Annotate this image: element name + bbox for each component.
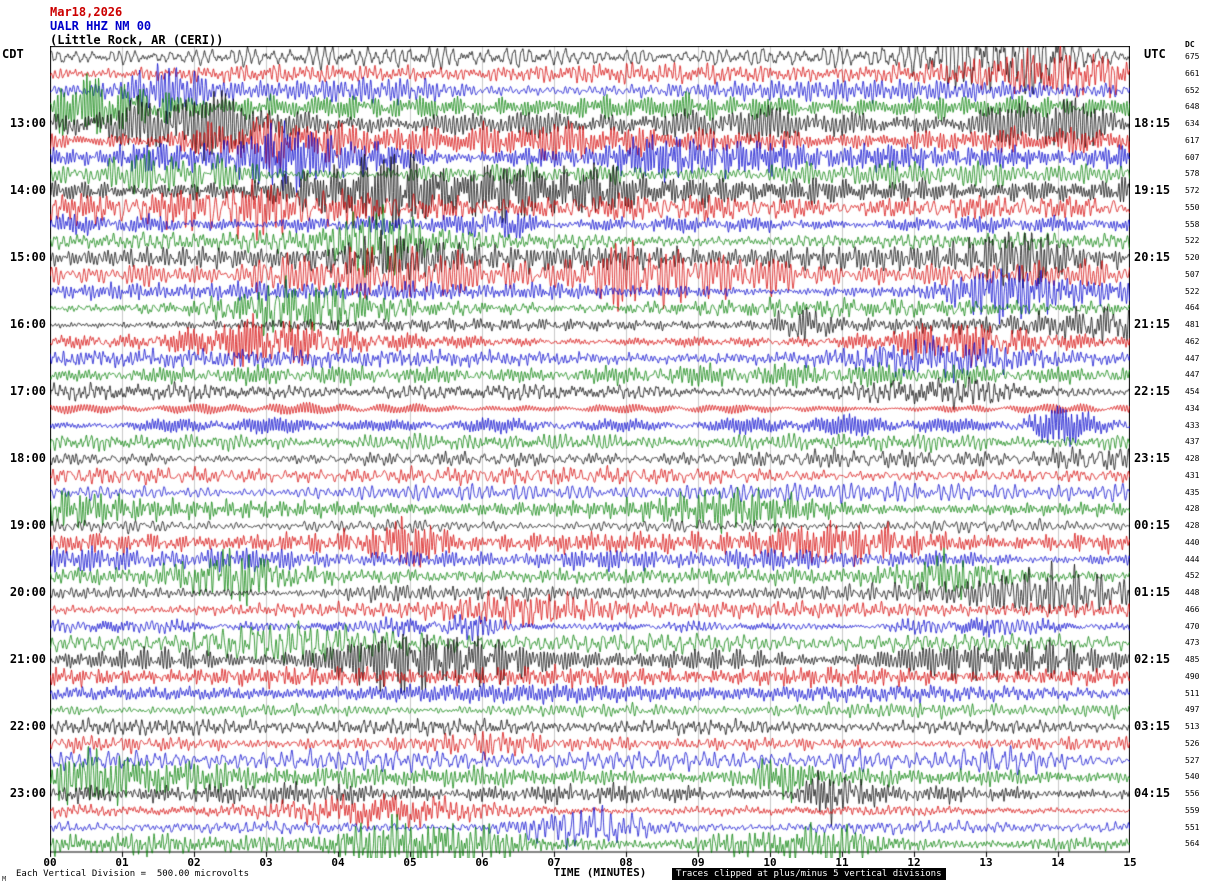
left-time-label: 23:00 <box>9 786 46 800</box>
left-time-label: 19:00 <box>9 518 46 532</box>
dc-value: 434 <box>1185 403 1200 413</box>
dc-value: 452 <box>1185 571 1200 581</box>
dc-column-header: DC <box>1185 40 1195 49</box>
dc-value: 634 <box>1185 119 1200 128</box>
dc-value: 540 <box>1185 772 1200 782</box>
left-time-label: 18:00 <box>9 451 46 465</box>
dc-value: 435 <box>1185 487 1200 497</box>
left-time-label: 16:00 <box>9 317 46 331</box>
dc-value: 607 <box>1185 152 1200 162</box>
dc-value: 485 <box>1185 655 1200 664</box>
dc-value: 433 <box>1185 420 1200 430</box>
dc-value: 444 <box>1185 554 1200 564</box>
dc-value: 578 <box>1185 169 1200 179</box>
x-axis-title: TIME (MINUTES) <box>553 866 647 879</box>
dc-value: 513 <box>1185 722 1200 731</box>
x-axis-tick-label: 07 <box>547 856 561 869</box>
x-axis-tick-label: 12 <box>907 856 921 869</box>
left-timezone-label: CDT <box>2 47 24 61</box>
right-time-label: 23:15 <box>1134 451 1171 465</box>
dc-value: 550 <box>1185 202 1200 212</box>
title-date: Mar18,2026 <box>50 5 123 19</box>
right-time-label: 22:15 <box>1134 384 1171 398</box>
dc-value: 470 <box>1185 621 1200 631</box>
seismogram-traces-canvas <box>50 46 1130 858</box>
x-axis-tick-label: 14 <box>1051 856 1065 869</box>
dc-value: 617 <box>1185 135 1200 145</box>
right-time-label: 00:15 <box>1134 518 1171 532</box>
x-axis-tick-label: 02 <box>187 856 201 869</box>
right-time-label: 01:15 <box>1134 585 1171 599</box>
dc-value: 473 <box>1185 638 1200 648</box>
dc-value: 431 <box>1185 470 1200 480</box>
clip-note: Traces clipped at plus/minus 5 vertical … <box>672 868 946 880</box>
x-axis-tick-label: 00 <box>43 856 57 869</box>
corner-mark: M <box>2 875 7 883</box>
vertical-scale-note: Each Vertical Division = 500.00 microvol… <box>16 869 249 879</box>
title-block: Mar18,2026 UALR HHZ NM 00 (Little Rock, … <box>50 5 223 47</box>
dc-value: 520 <box>1185 253 1200 262</box>
right-timezone-label: UTC <box>1144 47 1166 61</box>
left-time-label: 17:00 <box>9 384 46 398</box>
dc-value: 437 <box>1185 437 1200 447</box>
dc-value: 511 <box>1185 688 1200 698</box>
right-time-label: 19:15 <box>1134 183 1171 197</box>
dc-value: 526 <box>1185 738 1200 748</box>
x-axis-tick-label: 08 <box>619 856 633 869</box>
right-time-label: 20:15 <box>1134 250 1171 264</box>
dc-value: 454 <box>1185 387 1200 396</box>
dc-value: 522 <box>1185 236 1200 246</box>
dc-value: 448 <box>1185 588 1200 597</box>
dc-value: 481 <box>1185 320 1200 329</box>
left-time-label: 15:00 <box>9 250 46 264</box>
dc-value: 564 <box>1185 839 1200 849</box>
x-axis-tick-label: 06 <box>475 856 489 869</box>
left-time-label: 14:00 <box>9 183 46 197</box>
dc-value: 661 <box>1185 68 1200 78</box>
dc-value: 490 <box>1185 671 1200 681</box>
left-time-label: 13:00 <box>9 116 46 130</box>
dc-value: 558 <box>1185 219 1200 229</box>
dc-value: 507 <box>1185 269 1200 279</box>
dc-value: 652 <box>1185 85 1200 95</box>
dc-value: 466 <box>1185 604 1200 614</box>
title-location: (Little Rock, AR (CERI)) <box>50 33 224 47</box>
right-time-label: 04:15 <box>1134 786 1171 800</box>
dc-value: 462 <box>1185 336 1200 346</box>
x-axis-tick-label: 11 <box>835 856 849 869</box>
dc-value: 447 <box>1185 353 1200 363</box>
dc-value: 428 <box>1185 454 1200 463</box>
left-time-label: 22:00 <box>9 719 46 733</box>
x-axis-tick-label: 01 <box>115 856 129 869</box>
dc-value: 497 <box>1185 705 1200 715</box>
x-axis-tick-label: 03 <box>259 856 273 869</box>
dc-value: 428 <box>1185 521 1200 530</box>
right-time-label: 02:15 <box>1134 652 1171 666</box>
x-axis-tick-label: 10 <box>763 856 777 869</box>
x-axis-tick-label: 05 <box>403 856 417 869</box>
dc-value: 572 <box>1185 186 1200 195</box>
left-time-label: 20:00 <box>9 585 46 599</box>
right-time-label: 03:15 <box>1134 719 1171 733</box>
dc-value: 551 <box>1185 822 1200 832</box>
dc-value: 522 <box>1185 286 1200 296</box>
dc-value: 428 <box>1185 504 1200 514</box>
dc-value: 556 <box>1185 789 1200 798</box>
dc-value: 559 <box>1185 805 1200 815</box>
x-axis-tick-label: 09 <box>691 856 705 869</box>
x-axis-tick-label: 13 <box>979 856 993 869</box>
x-axis-tick-label: 15 <box>1123 856 1137 869</box>
dc-value: 648 <box>1185 102 1200 112</box>
dc-value: 447 <box>1185 370 1200 380</box>
dc-value: 440 <box>1185 537 1200 547</box>
right-time-label: 21:15 <box>1134 317 1171 331</box>
title-station: UALR HHZ NM 00 <box>50 19 152 33</box>
dc-value: 527 <box>1185 755 1200 765</box>
dc-value: 675 <box>1185 52 1200 61</box>
dc-value: 464 <box>1185 303 1200 313</box>
x-axis-tick-label: 04 <box>331 856 345 869</box>
right-time-label: 18:15 <box>1134 116 1171 130</box>
left-time-label: 21:00 <box>9 652 46 666</box>
